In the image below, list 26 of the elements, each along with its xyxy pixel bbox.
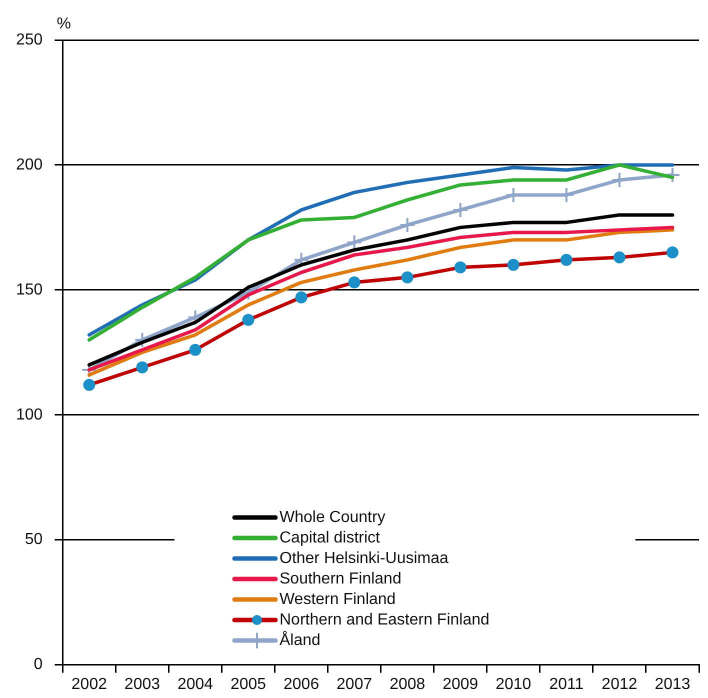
legend-label: Other Helsinki-Uusimaa: [280, 550, 449, 567]
y-axis-title: %: [56, 15, 71, 32]
y-tick-label: 250: [16, 31, 43, 48]
x-tick-label: 2005: [230, 676, 266, 693]
x-tick-label: 2013: [654, 676, 690, 693]
legend-label: Capital district: [280, 529, 381, 546]
legend-label: Western Finland: [280, 590, 396, 608]
x-tick-label: 2007: [336, 676, 372, 693]
y-tick-label: 200: [16, 156, 43, 174]
x-tick-label: 2009: [442, 676, 478, 693]
y-tick-label: 100: [16, 406, 43, 424]
x-tick-label: 2006: [284, 676, 320, 693]
legend-label: Northern and Eastern Finland: [280, 611, 490, 628]
x-tick-label: 2008: [390, 676, 426, 693]
x-tick-label: 2012: [602, 676, 638, 693]
x-tick-label: 2011: [549, 676, 584, 693]
y-tick-label: 0: [34, 656, 43, 674]
y-tick-label: 150: [16, 281, 43, 298]
x-tick-label: 2010: [496, 676, 532, 693]
x-tick-label: 2003: [124, 676, 160, 693]
x-tick-label: 2002: [71, 676, 108, 693]
legend-label: Southern Finland: [280, 570, 402, 588]
legend-label: Whole Country: [280, 508, 386, 526]
x-tick-label: 2004: [177, 676, 214, 693]
legend-label: Åland: [280, 630, 320, 649]
y-tick-label: 50: [24, 531, 43, 548]
